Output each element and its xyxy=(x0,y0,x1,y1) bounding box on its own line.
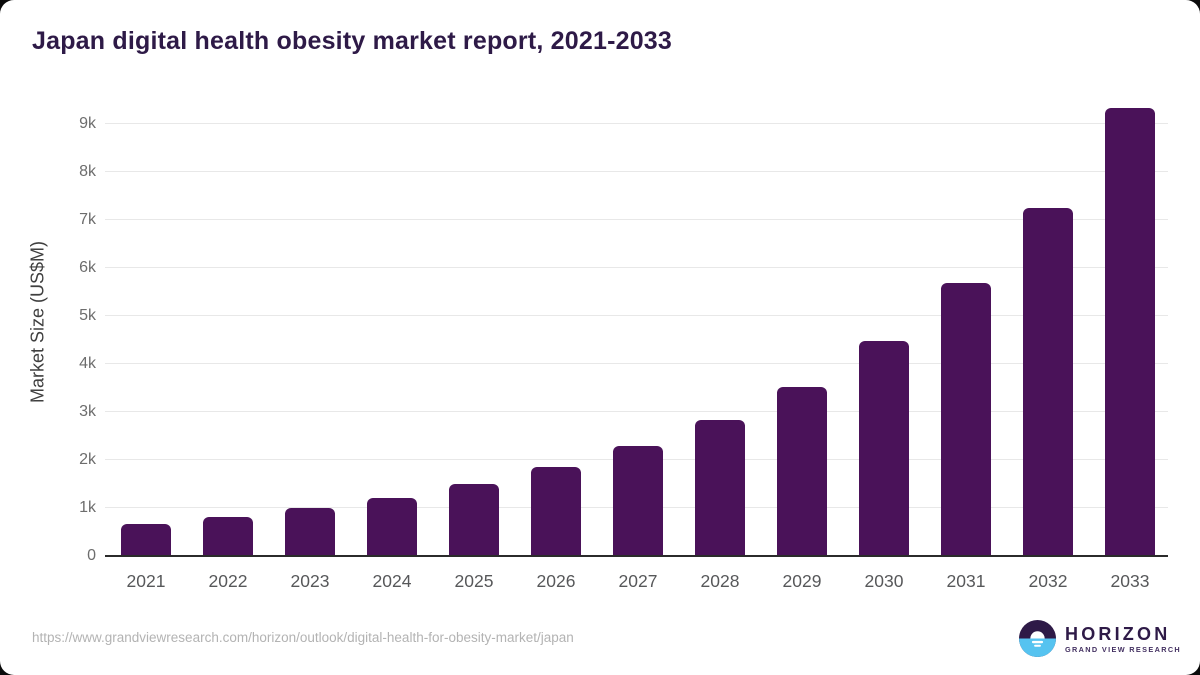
x-tick-label-2030: 2030 xyxy=(864,571,904,591)
bar-2031[interactable] xyxy=(941,283,991,556)
gridline-5k xyxy=(105,315,1168,316)
brand-text: HORIZON GRAND VIEW RESEARCH xyxy=(1065,624,1181,654)
y-tick-label-1k: 1k xyxy=(79,499,96,516)
gridline-3k xyxy=(105,411,1168,412)
gridline-9k xyxy=(105,123,1168,124)
x-tick-label-2027: 2027 xyxy=(618,571,658,591)
page-title: Japan digital health obesity market repo… xyxy=(32,27,673,55)
brand-subtitle: GRAND VIEW RESEARCH xyxy=(1065,644,1182,654)
x-tick-label-2025: 2025 xyxy=(454,571,494,591)
x-tick-label-2023: 2023 xyxy=(290,571,330,591)
bar-2033[interactable] xyxy=(1105,108,1155,556)
bar-2024[interactable] xyxy=(367,497,417,556)
bar-2023[interactable] xyxy=(285,508,335,556)
bar-2028[interactable] xyxy=(695,419,745,556)
y-tick-label-7k: 7k xyxy=(79,211,96,228)
x-tick-label-2031: 2031 xyxy=(946,571,986,591)
x-tick-label-2021: 2021 xyxy=(126,571,166,591)
gridline-6k xyxy=(105,267,1168,268)
y-tick-label-5k: 5k xyxy=(79,307,96,324)
y-tick-label-3k: 3k xyxy=(79,403,96,420)
gridline-8k xyxy=(105,171,1168,172)
x-tick-label-2029: 2029 xyxy=(782,571,822,591)
x-tick-label-2028: 2028 xyxy=(700,571,740,591)
plot-area: 0 1k 2k 3k 4k 5k 6k 7k 8k 9k 2021 2022 2023 2024 2025 2… xyxy=(79,100,1168,591)
bar-2022[interactable] xyxy=(203,517,253,556)
x-tick-label-2033: 2033 xyxy=(1110,571,1150,591)
y-tick-label-2k: 2k xyxy=(79,451,96,468)
y-axis-title: Market Size (US$M) xyxy=(27,240,48,404)
market-size-bar-chart: Market Size (US$M) 0 1k 2k 3k 4k 5k 6k 7k 8k 9k 20… xyxy=(27,100,1168,591)
bar-2021[interactable] xyxy=(121,523,171,556)
x-tick-label-2026: 2026 xyxy=(536,571,576,591)
bar-2027[interactable] xyxy=(613,445,663,556)
y-tick-label-9k: 9k xyxy=(79,115,96,132)
gridline-4k xyxy=(105,363,1168,364)
y-tick-label-6k: 6k xyxy=(79,259,96,276)
sun-horizon-icon xyxy=(1019,620,1056,657)
bar-2025[interactable] xyxy=(449,484,499,556)
x-tick-label-2024: 2024 xyxy=(372,571,412,591)
bar-2026[interactable] xyxy=(531,466,581,556)
x-axis-line xyxy=(105,555,1168,557)
brand-name: HORIZON xyxy=(1065,623,1171,644)
bar-2029[interactable] xyxy=(777,386,827,556)
y-tick-label-8k: 8k xyxy=(79,163,96,180)
brand-logo: HORIZON GRAND VIEW RESEARCH xyxy=(1019,620,1181,657)
gridline-7k xyxy=(105,219,1168,220)
bar-2030[interactable] xyxy=(859,341,909,556)
y-tick-label-0: 0 xyxy=(87,547,96,564)
bar-2032[interactable] xyxy=(1023,208,1073,556)
x-tick-label-2032: 2032 xyxy=(1028,571,1068,591)
source-url[interactable]: https://www.grandviewresearch.com/horizo… xyxy=(32,630,574,645)
y-tick-label-4k: 4k xyxy=(79,355,96,372)
x-tick-label-2022: 2022 xyxy=(208,571,248,591)
